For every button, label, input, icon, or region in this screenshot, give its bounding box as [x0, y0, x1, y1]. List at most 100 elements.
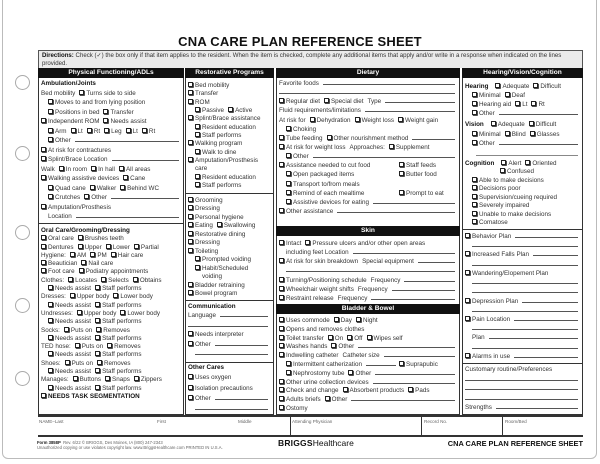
checkbox-icon[interactable] [74, 343, 80, 349]
checkbox-icon[interactable] [188, 331, 193, 337]
checkbox-item[interactable]: Other [472, 140, 495, 147]
checkbox-icon[interactable] [472, 92, 477, 97]
checkbox-item[interactable]: Staff performs [95, 301, 142, 309]
checkbox-item[interactable]: Wandering/Elopement Plan [465, 269, 548, 277]
checkbox-item[interactable]: Other [48, 137, 71, 144]
checkbox-item[interactable]: Rt [531, 101, 545, 108]
write-in-line[interactable] [220, 312, 268, 318]
checkbox-item[interactable]: Needs assist [48, 334, 91, 342]
checkbox-item[interactable]: Arm [48, 127, 67, 135]
checkbox-icon[interactable] [188, 90, 193, 96]
checkbox-icon[interactable] [323, 98, 329, 104]
checkbox-item[interactable]: Needs interpreter [188, 331, 244, 338]
checkbox-icon[interactable] [533, 83, 539, 88]
checkbox-icon[interactable] [279, 207, 284, 213]
checkbox-item[interactable]: Foot care [41, 268, 75, 275]
checkbox-icon[interactable] [195, 181, 200, 187]
checkbox-item[interactable]: Special diet [323, 98, 364, 105]
checkbox-icon[interactable] [41, 392, 46, 398]
checkbox-icon[interactable] [286, 189, 291, 195]
checkbox-icon[interactable] [76, 309, 82, 315]
checkbox-item[interactable]: Resident education [195, 123, 256, 131]
write-in-line[interactable] [322, 80, 455, 85]
write-in-line[interactable] [337, 208, 455, 213]
checkbox-item[interactable]: Prompt to eat [399, 189, 457, 197]
checkbox-icon[interactable] [342, 387, 348, 393]
write-in-line[interactable] [514, 316, 578, 321]
checkbox-icon[interactable] [333, 317, 339, 322]
checkbox-item[interactable]: Ostomy [279, 404, 308, 412]
checkbox-item[interactable]: Removes [96, 326, 130, 334]
checkbox-icon[interactable] [95, 384, 101, 390]
checkbox-icon[interactable] [472, 140, 477, 145]
checkbox-icon[interactable] [399, 360, 404, 366]
checkbox-icon[interactable] [286, 171, 291, 177]
checkbox-icon[interactable] [107, 343, 113, 349]
checkbox-item[interactable]: Lower body [120, 309, 160, 317]
write-in-line[interactable] [74, 137, 179, 142]
checkbox-item[interactable]: Splint/Brace assistance [188, 115, 260, 122]
write-in-line[interactable] [110, 194, 179, 199]
checkbox-icon[interactable] [41, 268, 46, 274]
checkbox-item[interactable]: Alert [501, 160, 521, 167]
write-in-line[interactable] [472, 307, 578, 312]
checkbox-icon[interactable] [101, 276, 107, 282]
checkbox-item[interactable]: Walk to dine [195, 148, 236, 156]
checkbox-item[interactable]: Regular diet [279, 98, 320, 105]
checkbox-item[interactable]: Beautician [41, 260, 77, 267]
checkbox-item[interactable]: Staff performs [95, 334, 142, 342]
checkbox-item[interactable]: Toilet transfer [279, 334, 324, 342]
checkbox-item[interactable]: Other [348, 369, 371, 377]
checkbox-item[interactable]: Habit/Scheduled [195, 264, 248, 272]
checkbox-item[interactable]: Uses commode [279, 317, 330, 324]
checkbox-item[interactable]: Other nourishment method [326, 134, 408, 142]
checkbox-item[interactable]: Wipes self [366, 334, 403, 342]
checkbox-item[interactable]: Hearing aid [472, 101, 511, 108]
checkbox-icon[interactable] [195, 123, 200, 129]
checkbox-item[interactable]: Hair care [110, 251, 143, 259]
checkbox-icon[interactable] [309, 116, 315, 122]
checkbox-icon[interactable] [188, 340, 193, 346]
checkbox-icon[interactable] [188, 230, 193, 236]
checkbox-icon[interactable] [188, 82, 193, 87]
checkbox-icon[interactable] [388, 143, 394, 149]
checkbox-item[interactable]: Washes hands [279, 343, 327, 350]
checkbox-item[interactable]: Decisions poor [472, 185, 521, 192]
checkbox-icon[interactable] [472, 193, 477, 199]
checkbox-icon[interactable] [78, 268, 84, 274]
checkbox-icon[interactable] [472, 101, 477, 106]
checkbox-icon[interactable] [279, 143, 284, 149]
checkbox-icon[interactable] [354, 116, 360, 122]
checkbox-icon[interactable] [465, 269, 470, 275]
write-in-line[interactable] [472, 344, 578, 349]
name-first-field[interactable]: First [157, 419, 166, 424]
write-in-line[interactable] [495, 404, 578, 409]
checkbox-item[interactable]: Behind WC [120, 184, 159, 192]
checkbox-item[interactable]: Other assistance [279, 207, 333, 215]
checkbox-item[interactable]: Staff performs [195, 181, 241, 189]
checkbox-item[interactable]: Walking program [188, 140, 242, 147]
checkbox-item[interactable]: Suprapubic [399, 360, 457, 368]
checkbox-icon[interactable] [41, 146, 46, 152]
checkbox-item[interactable]: Check and change [279, 387, 339, 394]
checkbox-item[interactable]: Resident education [195, 173, 256, 181]
name-last-field[interactable]: NAME–Last [39, 419, 64, 424]
room-bed-field[interactable]: Room/Bed [505, 419, 527, 424]
checkbox-icon[interactable] [195, 131, 200, 137]
checkbox-icon[interactable] [324, 396, 330, 402]
checkbox-icon[interactable] [141, 127, 147, 133]
checkbox-item[interactable]: Personal hygiene [188, 213, 244, 221]
checkbox-item[interactable]: Podiatry appointments [78, 268, 148, 275]
checkbox-item[interactable]: Uses oxygen [188, 374, 231, 381]
checkbox-icon[interactable] [48, 334, 53, 340]
checkbox-item[interactable]: Difficult [533, 83, 561, 90]
checkbox-item[interactable]: Intact [279, 240, 301, 247]
checkbox-item[interactable]: Remind of each mealtime [286, 189, 364, 197]
checkbox-icon[interactable] [279, 258, 284, 264]
checkbox-item[interactable]: Confused [500, 168, 534, 175]
checkbox-icon[interactable] [84, 194, 90, 199]
checkbox-icon[interactable] [133, 243, 139, 249]
checkbox-item[interactable]: Selects [101, 276, 129, 284]
checkbox-item[interactable]: Dressing [188, 239, 220, 246]
checkbox-item[interactable]: Swallowing [216, 222, 255, 229]
